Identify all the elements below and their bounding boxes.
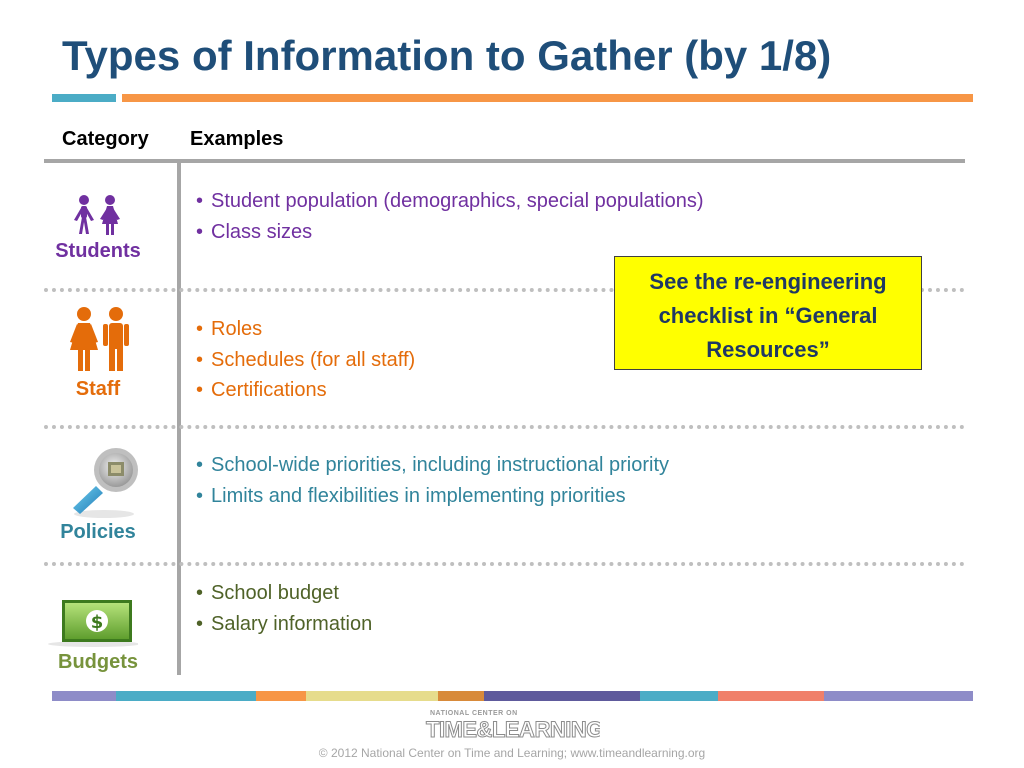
list-item: School budget bbox=[196, 578, 372, 609]
footer-bar-segment bbox=[52, 691, 116, 701]
list-item: Certifications bbox=[196, 375, 415, 406]
callout-line: See the re-engineering bbox=[649, 269, 887, 294]
list-item: School-wide priorities, including instru… bbox=[196, 450, 669, 481]
column-divider bbox=[177, 163, 181, 675]
svg-text:NATIONAL CENTER ON: NATIONAL CENTER ON bbox=[430, 710, 518, 717]
category-staff: Staff bbox=[75, 378, 121, 400]
header-category: Category bbox=[62, 128, 149, 150]
staff-examples-list: Roles Schedules (for all staff) Certific… bbox=[196, 314, 415, 406]
policies-examples-list: School-wide priorities, including instru… bbox=[196, 450, 669, 511]
list-item: Schedules (for all staff) bbox=[196, 345, 415, 376]
magnifier-icon bbox=[73, 448, 138, 518]
callout-line: Resources” bbox=[706, 337, 830, 362]
students-icon bbox=[74, 195, 120, 235]
slide-title: Types of Information to Gather (by 1/8) bbox=[62, 32, 832, 79]
svg-text:TIME&LEARNING: TIME&LEARNING bbox=[426, 717, 600, 742]
ncte-logo: NATIONAL CENTER ON TIME&LEARNING bbox=[426, 710, 601, 742]
list-item: Class sizes bbox=[196, 217, 704, 248]
row-separator bbox=[44, 562, 965, 566]
list-item: Limits and flexibilities in implementing… bbox=[196, 481, 669, 512]
callout-line: checklist in “General bbox=[658, 303, 878, 328]
footer-bar-segment bbox=[824, 691, 973, 701]
list-item: Student population (demographics, specia… bbox=[196, 186, 704, 217]
callout-box: See the re-engineering checklist in “Gen… bbox=[614, 256, 922, 370]
title-underline-bar bbox=[122, 94, 973, 102]
footer-bar-segment bbox=[116, 691, 256, 701]
footer-bar-segment bbox=[256, 691, 306, 701]
svg-text:$: $ bbox=[91, 612, 104, 633]
list-item: Salary information bbox=[196, 609, 372, 640]
category-policies: Policies bbox=[60, 521, 136, 543]
category-students: Students bbox=[55, 240, 141, 262]
budgets-examples-list: School budget Salary information bbox=[196, 578, 372, 639]
students-examples-list: Student population (demographics, specia… bbox=[196, 186, 704, 247]
footer-bar-segment bbox=[484, 691, 640, 701]
title-accent-bar bbox=[52, 94, 116, 102]
row-separator bbox=[44, 425, 965, 429]
footer-bar-segment bbox=[438, 691, 484, 701]
footer-bar-segment bbox=[640, 691, 718, 701]
dollar-bill-icon: $ bbox=[48, 600, 138, 647]
row-separator bbox=[44, 288, 965, 292]
header-examples: Examples bbox=[190, 128, 284, 150]
list-item: Roles bbox=[196, 314, 415, 345]
footer-bar-segment bbox=[718, 691, 824, 701]
copyright-text: © 2012 National Center on Time and Learn… bbox=[318, 746, 706, 760]
header-rule bbox=[44, 159, 965, 163]
staff-icon bbox=[70, 307, 129, 371]
footer-bar-segment bbox=[306, 691, 438, 701]
category-budgets: Budgets bbox=[58, 651, 138, 673]
